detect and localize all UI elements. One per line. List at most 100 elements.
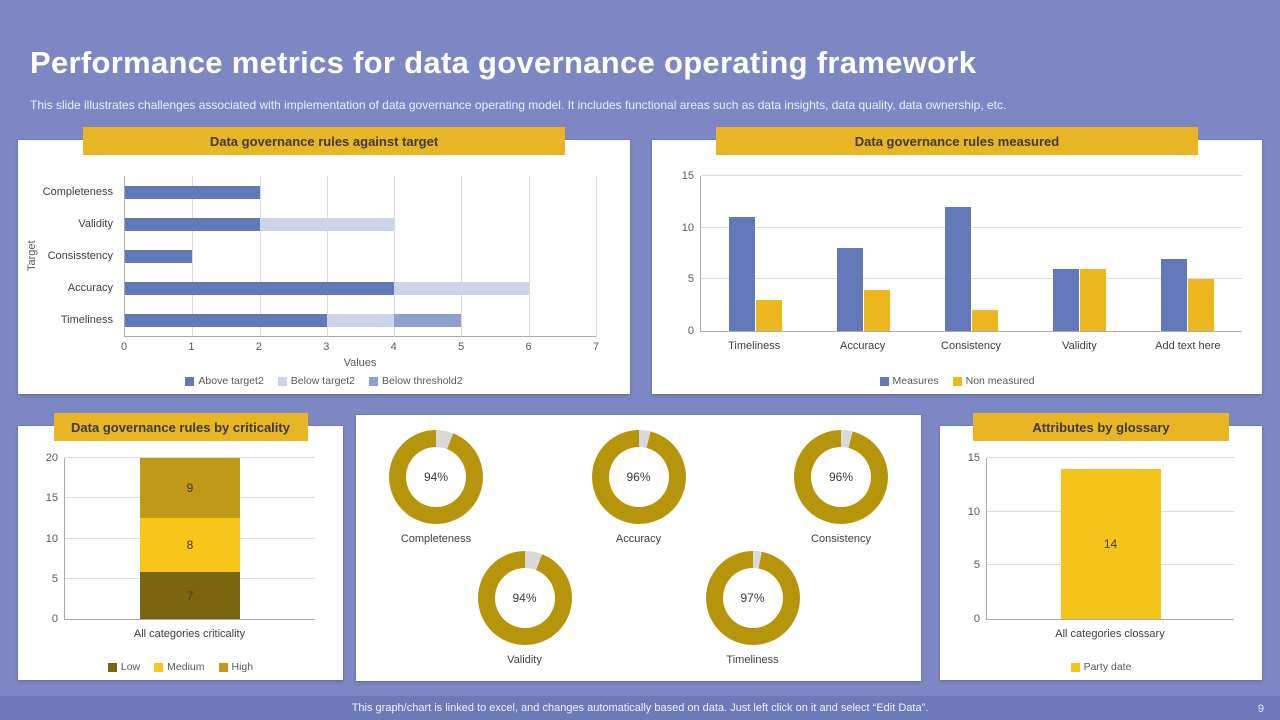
bar-row (125, 281, 596, 295)
grid-line (596, 176, 597, 336)
grid-line (65, 457, 315, 458)
donut-item: 94% Validity (459, 551, 591, 666)
bar (125, 185, 596, 199)
bar-groups (701, 176, 1242, 331)
legend-swatch (952, 376, 962, 386)
bar-segment (394, 281, 529, 295)
chart-title-banner: Data governance rules against target (83, 127, 565, 155)
value-label: 8 (186, 538, 194, 553)
x-axis-title: Values (343, 357, 377, 369)
bar-segment (125, 217, 260, 231)
plot-area: 0 5 10 15 20 7 8 9 (46, 452, 315, 625)
tick-label: 10 (681, 221, 694, 234)
chart-legend: Party date (940, 661, 1262, 673)
legend-item: Below target2 (277, 375, 356, 387)
bar-segment (394, 313, 462, 327)
category-label: Accuracy (839, 340, 886, 352)
category-label: Timeliness (60, 314, 113, 326)
chart-title: Data governance rules by criticality (71, 419, 290, 435)
chart-legend: Above target2 Below target2 Below threshol… (18, 375, 630, 387)
legend-swatch (277, 376, 287, 386)
chart-legend: Low Medium High (18, 661, 343, 673)
legend-label: Party date (1083, 661, 1132, 673)
legend-swatch (185, 376, 195, 386)
legend-swatch (879, 376, 889, 386)
category-axis: Completeness Validity Consisstency Accuracy… (32, 176, 120, 336)
bar (125, 249, 596, 263)
legend-item: Non measured (952, 375, 1034, 387)
donut-label: Validity (507, 654, 542, 667)
grid-line (192, 176, 194, 336)
grid-line (326, 176, 328, 336)
tick-label: 10 (967, 505, 980, 518)
bar: 14 (1060, 468, 1161, 619)
donut-ring: 94% (389, 429, 483, 524)
legend-label: Medium (167, 661, 205, 673)
donut-item: 97% Timeliness (687, 551, 819, 666)
bar (863, 289, 890, 331)
panel-rules-measured: Data governance rules measured 0 5 10 15 Tim… (652, 127, 1262, 394)
chart-title-banner: Attributes by glossary (973, 413, 1229, 441)
tick-label: 15 (967, 452, 980, 464)
donut-ring: 96% (591, 429, 686, 524)
bar (125, 281, 596, 295)
donut-item: 94% Completeness (370, 429, 502, 545)
tick-label: 0 (120, 341, 128, 353)
chart-attributes-by-glossary[interactable]: 0 5 10 15 14 All categories clossary Party dat… (940, 426, 1262, 680)
bar-segment (125, 313, 327, 327)
category-label: Timeliness (728, 340, 781, 352)
donut-hole: 94% (494, 568, 555, 629)
bar (125, 217, 596, 231)
bar-segment: 8 (140, 518, 240, 573)
donut-hole: 94% (406, 446, 466, 507)
legend-label: Below threshold2 (382, 375, 463, 387)
chart-title: Data governance rules against target (209, 133, 439, 149)
category-label: All categories clossary (1055, 628, 1165, 640)
grid-line (394, 176, 396, 336)
category-axis: Timeliness Accuracy Consistency Validity Add… (700, 340, 1242, 352)
legend-swatch (369, 376, 379, 386)
chart-quality-donuts[interactable]: 94% Completeness 96% Accuracy 96% Consistency… (356, 415, 921, 681)
chart-title-banner: Data governance rules by criticality (53, 413, 308, 441)
value-label: 7 (186, 588, 194, 603)
category-label: Validity (78, 218, 113, 230)
x-axis-ticks: 0 1 2 3 4 5 6 7 (120, 341, 599, 354)
bar-group (836, 176, 890, 331)
stacked-bar: 7 8 9 (140, 458, 240, 619)
bar (1188, 279, 1215, 331)
donut-label: Timeliness (726, 654, 779, 667)
legend-item: Low (107, 661, 141, 673)
donut-percent: 94% (512, 591, 537, 606)
bar-segment: 9 (140, 458, 240, 519)
legend-item: Medium (154, 661, 205, 673)
category-axis: All categories clossary (986, 628, 1234, 640)
grid-line (461, 176, 463, 336)
bar (125, 313, 596, 327)
donut-ring: 96% (794, 429, 888, 524)
legend-label: Below target2 (290, 375, 356, 387)
bar (728, 217, 755, 331)
category-label: Consistency (941, 340, 1001, 352)
donut-row: 94% Validity 97% Timeliness (366, 551, 911, 666)
plot-area (124, 176, 597, 337)
legend-label: Low (120, 661, 141, 673)
donut-row: 94% Completeness 96% Accuracy 96% Consistency (366, 429, 911, 545)
chart-rules-by-criticality[interactable]: 0 5 10 15 20 7 8 9 All categories criticality Low… (18, 426, 343, 680)
donut-percent: 94% (423, 469, 449, 484)
bar (1053, 269, 1080, 331)
tick-label: 10 (45, 532, 58, 545)
legend-item: Measures (879, 375, 939, 387)
bar-segment (125, 249, 193, 263)
bar (755, 300, 782, 331)
chart-rules-measured[interactable]: 0 5 10 15 Timeliness Accuracy Consistency Valid… (652, 140, 1262, 394)
donut-label: Accuracy (615, 532, 662, 545)
chart-rules-against-target[interactable]: Target Completeness Validity Consisstency Ac… (18, 140, 630, 394)
bar-segment (125, 281, 395, 295)
donut-percent: 96% (626, 469, 651, 484)
tick-label: 5 (687, 273, 694, 286)
bar (944, 207, 971, 331)
bar-groups: 7 8 9 (65, 458, 315, 619)
tick-label: 5 (458, 341, 465, 353)
legend-swatch (218, 662, 228, 672)
plot-area: 0 5 10 15 (682, 170, 1242, 337)
